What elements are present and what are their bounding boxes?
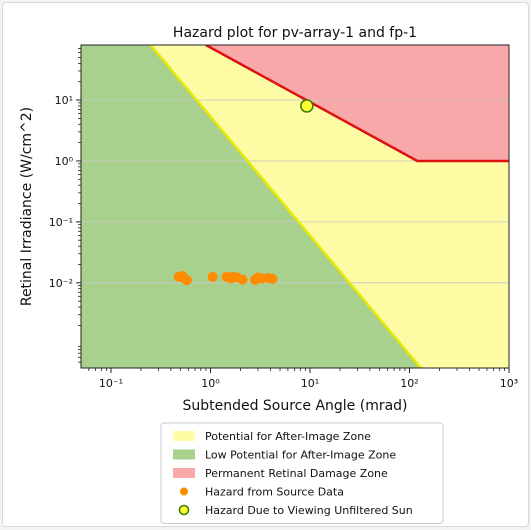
legend-label: Hazard from Source Data xyxy=(205,486,344,499)
source-data-point xyxy=(237,274,248,285)
x-tick-label: 10¹ xyxy=(301,377,319,390)
source-data-point xyxy=(181,275,192,286)
after-image-boundary-line xyxy=(149,45,422,368)
y-tick-label: 10⁻² xyxy=(49,277,73,290)
low-potential-zone xyxy=(81,45,421,368)
chart-title: Hazard plot for pv-array-1 and fp-1 xyxy=(173,25,417,41)
y-axis-label: Retinal Irradiance (W/cm^2) xyxy=(19,107,35,306)
source-data-point xyxy=(207,271,218,282)
axes: 10⁻¹ 10⁰ 10¹ 10² 10³ 10⁻² 10⁻¹ 10⁰ 10¹ xyxy=(49,48,518,390)
legend-label: Potential for After-Image Zone xyxy=(205,430,371,443)
y-tick-label: 10¹ xyxy=(55,94,73,107)
legend-marker xyxy=(180,487,188,496)
x-axis-label: Subtended Source Angle (mrad) xyxy=(182,398,407,414)
legend-swatch xyxy=(173,431,195,441)
sun-hazard-point xyxy=(300,99,314,113)
y-tick-label: 10⁻¹ xyxy=(49,216,73,229)
x-tick-label: 10⁻¹ xyxy=(99,377,123,390)
x-tick-label: 10³ xyxy=(500,377,518,390)
x-tick-label: 10² xyxy=(400,377,418,390)
source-data-point xyxy=(267,273,278,284)
damage-boundary-line xyxy=(205,45,509,163)
x-tick-label: 10⁰ xyxy=(201,377,220,390)
permanent-damage-zone xyxy=(205,45,509,161)
plot-area xyxy=(81,45,509,368)
legend: Potential for After-Image Zone Low Potent… xyxy=(160,422,444,524)
y-tick-label: 10⁰ xyxy=(55,155,74,168)
hazard-plot: Hazard plot for pv-array-1 and fp-1 10⁻¹… xyxy=(19,25,518,524)
legend-swatch xyxy=(173,468,195,478)
legend-box xyxy=(160,422,444,524)
legend-label: Low Potential for After-Image Zone xyxy=(205,449,396,462)
plot-frame xyxy=(80,44,510,369)
legend-marker xyxy=(178,504,190,516)
legend-label: Permanent Retinal Damage Zone xyxy=(205,467,388,480)
legend-swatch xyxy=(173,449,195,460)
legend-label: Hazard Due to Viewing Unfiltered Sun xyxy=(205,504,413,517)
